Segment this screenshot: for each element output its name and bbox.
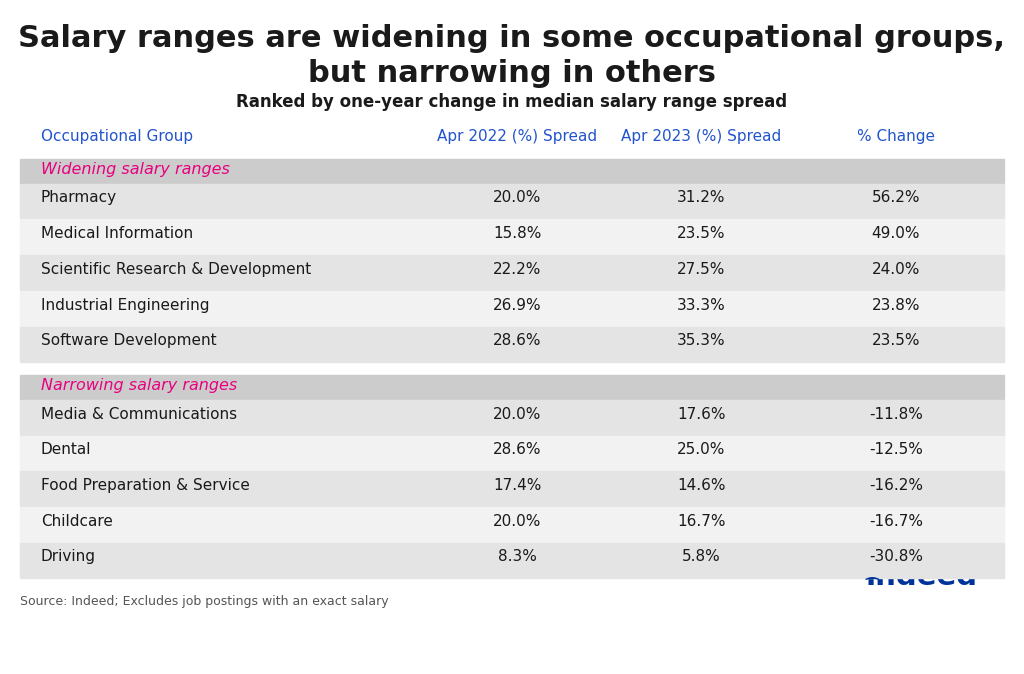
Text: ⁀: ⁀ xyxy=(865,580,879,594)
Text: 33.3%: 33.3% xyxy=(677,298,726,313)
Text: 49.0%: 49.0% xyxy=(871,226,921,241)
Text: Occupational Group: Occupational Group xyxy=(41,129,194,144)
Text: 23.8%: 23.8% xyxy=(871,298,921,313)
Text: 16.7%: 16.7% xyxy=(677,514,726,528)
Text: 25.0%: 25.0% xyxy=(677,442,726,457)
Text: -12.5%: -12.5% xyxy=(869,442,923,457)
Text: -11.8%: -11.8% xyxy=(869,406,923,421)
Text: -16.7%: -16.7% xyxy=(869,514,923,528)
Text: 22.2%: 22.2% xyxy=(493,262,542,277)
Text: -30.8%: -30.8% xyxy=(869,549,923,564)
Text: 28.6%: 28.6% xyxy=(493,442,542,457)
Text: 56.2%: 56.2% xyxy=(871,191,921,206)
Text: Driving: Driving xyxy=(41,549,96,564)
Text: Apr 2023 (%) Spread: Apr 2023 (%) Spread xyxy=(622,129,781,144)
Text: Childcare: Childcare xyxy=(41,514,113,528)
Text: 15.8%: 15.8% xyxy=(493,226,542,241)
Text: 31.2%: 31.2% xyxy=(677,191,726,206)
Text: Scientific Research & Development: Scientific Research & Development xyxy=(41,262,311,277)
Text: Widening salary ranges: Widening salary ranges xyxy=(41,162,229,177)
Text: Narrowing salary ranges: Narrowing salary ranges xyxy=(41,378,238,393)
Text: -16.2%: -16.2% xyxy=(869,478,923,493)
Text: 17.4%: 17.4% xyxy=(493,478,542,493)
Text: Source: Indeed; Excludes job postings with an exact salary: Source: Indeed; Excludes job postings wi… xyxy=(20,595,389,608)
Text: Food Preparation & Service: Food Preparation & Service xyxy=(41,478,250,493)
Text: Pharmacy: Pharmacy xyxy=(41,191,117,206)
Text: 24.0%: 24.0% xyxy=(871,262,921,277)
Text: 8.3%: 8.3% xyxy=(498,549,537,564)
Text: 5.8%: 5.8% xyxy=(682,549,721,564)
Text: 23.5%: 23.5% xyxy=(677,226,726,241)
Text: 28.6%: 28.6% xyxy=(493,334,542,348)
Text: Salary ranges are widening in some occupational groups,
but narrowing in others: Salary ranges are widening in some occup… xyxy=(18,24,1006,88)
Text: 20.0%: 20.0% xyxy=(493,514,542,528)
Text: indeed: indeed xyxy=(865,563,977,591)
Text: % Change: % Change xyxy=(857,129,935,144)
Text: 20.0%: 20.0% xyxy=(493,191,542,206)
Text: Medical Information: Medical Information xyxy=(41,226,194,241)
Text: Apr 2022 (%) Spread: Apr 2022 (%) Spread xyxy=(437,129,597,144)
Text: 26.9%: 26.9% xyxy=(493,298,542,313)
Text: 14.6%: 14.6% xyxy=(677,478,726,493)
Text: Media & Communications: Media & Communications xyxy=(41,406,238,421)
Text: 35.3%: 35.3% xyxy=(677,334,726,348)
Text: Industrial Engineering: Industrial Engineering xyxy=(41,298,210,313)
Text: 20.0%: 20.0% xyxy=(493,406,542,421)
Text: Dental: Dental xyxy=(41,442,91,457)
Text: 17.6%: 17.6% xyxy=(677,406,726,421)
Text: Software Development: Software Development xyxy=(41,334,217,348)
Text: Ranked by one-year change in median salary range spread: Ranked by one-year change in median sala… xyxy=(237,93,787,111)
Text: 27.5%: 27.5% xyxy=(677,262,726,277)
Text: 23.5%: 23.5% xyxy=(871,334,921,348)
